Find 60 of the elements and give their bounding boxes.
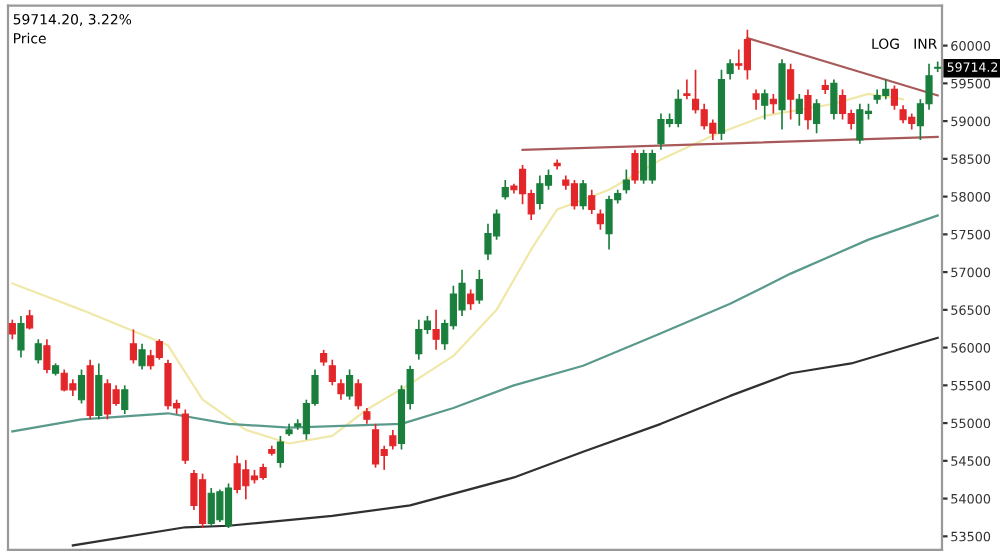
- candlestick: [181, 408, 189, 465]
- candlestick: [934, 60, 942, 73]
- candlestick: [726, 58, 734, 81]
- candlestick: [648, 148, 656, 185]
- candlestick: [761, 88, 769, 121]
- candlestick: [588, 188, 596, 215]
- candlestick: [838, 88, 847, 121]
- candlestick: [276, 435, 284, 469]
- candlestick: [432, 309, 440, 351]
- candlestick: [155, 338, 163, 361]
- candlestick: [856, 102, 864, 145]
- candlestick: [103, 378, 112, 421]
- line-series: [71, 336, 939, 547]
- candlestick: [129, 328, 137, 365]
- candlestick: [216, 488, 224, 523]
- candlestick: [389, 429, 397, 451]
- candlestick: [354, 378, 362, 411]
- candlestick: [657, 112, 665, 151]
- candlestick: [77, 368, 86, 405]
- candlestick: [795, 93, 803, 127]
- candlestick: [579, 179, 587, 211]
- candlestick: [743, 28, 751, 81]
- candlestick: [337, 378, 345, 401]
- candlestick: [674, 88, 682, 128]
- candlestick: [804, 88, 812, 131]
- candlestick: [890, 84, 899, 111]
- candlestick: [683, 78, 691, 101]
- candlestick: [224, 482, 233, 529]
- candlestick: [371, 423, 380, 469]
- candlestick: [415, 318, 423, 361]
- candlestick: [778, 58, 786, 131]
- candlestick: [346, 368, 354, 401]
- candlestick: [769, 93, 777, 115]
- candlestick: [640, 148, 648, 185]
- candlestick: [570, 179, 579, 211]
- candlestick: [501, 179, 509, 201]
- candlestick: [631, 148, 639, 185]
- candlestick: [536, 174, 544, 211]
- candlestick: [164, 358, 172, 411]
- candlestick: [34, 338, 42, 365]
- candlestick: [830, 78, 838, 121]
- candlestick: [752, 88, 760, 111]
- candlestick: [43, 338, 51, 375]
- candlestick: [813, 98, 821, 135]
- candlestick: [112, 384, 120, 407]
- candlestick: [622, 168, 630, 195]
- candlestick: [8, 318, 16, 341]
- line-series: [11, 214, 939, 433]
- candlestick: [787, 62, 795, 121]
- candlestick: [899, 104, 907, 125]
- candlestick: [605, 195, 613, 251]
- candlestick: [467, 288, 475, 311]
- candlestick: [328, 358, 336, 387]
- candlestick: [596, 208, 604, 231]
- candlestick: [138, 342, 146, 371]
- candlestick: [121, 384, 129, 415]
- candlestick: [17, 315, 25, 359]
- candlestick: [95, 362, 103, 421]
- candlestick: [475, 268, 483, 305]
- candlestick: [147, 349, 155, 371]
